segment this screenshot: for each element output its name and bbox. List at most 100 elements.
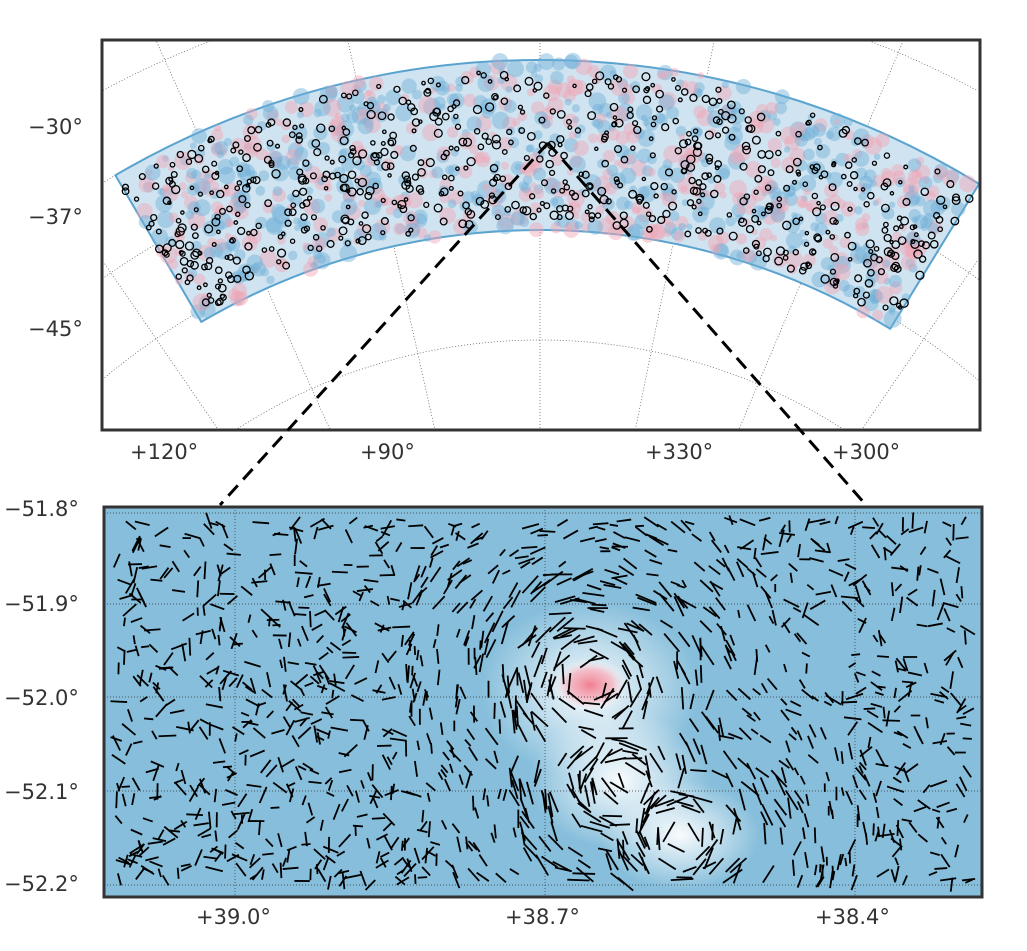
shear-whisker <box>637 596 657 606</box>
shear-whisker <box>644 755 651 779</box>
map-pixel <box>616 78 628 90</box>
shear-whisker <box>606 747 623 757</box>
shear-whisker <box>780 524 787 533</box>
shear-whisker <box>321 711 334 716</box>
peak-marker <box>883 152 891 159</box>
map-pixel <box>507 60 524 78</box>
shear-whisker <box>149 795 162 799</box>
shear-whisker <box>871 670 881 677</box>
peak-marker <box>645 211 652 217</box>
shear-whisker <box>465 841 474 852</box>
peak-marker <box>292 124 298 131</box>
map-pixel <box>352 75 366 89</box>
shear-whisker <box>381 652 390 664</box>
map-pixel <box>621 91 635 105</box>
shear-whisker <box>252 521 270 525</box>
shear-whisker <box>783 598 800 608</box>
map-pixel <box>220 148 228 156</box>
shear-whisker <box>600 832 614 842</box>
shear-whisker <box>639 807 646 830</box>
peak-marker <box>742 145 752 155</box>
map-pixel <box>822 238 833 249</box>
shear-whisker <box>658 581 673 598</box>
map-pixel <box>907 158 922 172</box>
peak-marker <box>863 201 870 208</box>
map-pixel <box>296 111 304 119</box>
peak-marker <box>802 181 809 188</box>
shear-whisker <box>841 600 853 612</box>
shear-whisker <box>473 654 482 669</box>
peak-marker <box>572 83 577 89</box>
peak-marker <box>692 128 699 134</box>
shear-whisker <box>510 589 522 608</box>
shear-whisker <box>764 644 771 653</box>
map-pixel <box>745 206 754 215</box>
peak-marker <box>254 125 263 134</box>
shear-whisker <box>193 822 209 827</box>
peak-marker <box>785 165 794 174</box>
shear-whisker <box>406 665 410 683</box>
peak-marker <box>318 94 328 104</box>
peak-marker <box>574 127 582 134</box>
peak-marker <box>833 219 839 225</box>
map-pixel <box>712 242 730 260</box>
shear-whisker <box>188 719 200 733</box>
peak-marker <box>405 230 412 237</box>
map-pixel <box>696 109 714 127</box>
map-pixel <box>356 108 371 123</box>
shear-whisker <box>673 660 680 679</box>
shear-whisker <box>622 749 639 755</box>
map-pixel <box>550 70 564 85</box>
shear-whisker <box>594 538 607 543</box>
map-pixel <box>530 70 538 78</box>
shear-whisker <box>858 617 867 634</box>
shear-whisker <box>715 558 726 568</box>
peak-marker <box>324 155 330 161</box>
map-pixel <box>469 144 479 155</box>
shear-whisker <box>383 559 391 569</box>
shear-whisker <box>617 848 629 871</box>
map-pixel <box>428 169 438 179</box>
shear-whisker <box>356 588 374 592</box>
shear-whisker <box>889 543 901 556</box>
map-pixel <box>766 110 778 121</box>
shear-whisker <box>342 656 360 659</box>
map-pixel <box>883 277 891 285</box>
peak-marker <box>242 265 251 275</box>
map-pixel <box>860 134 875 149</box>
map-pixel <box>869 179 877 188</box>
map-pixel <box>529 222 544 238</box>
shear-whisker <box>454 574 468 590</box>
shear-whisker <box>456 601 469 614</box>
map-pixel <box>624 200 634 210</box>
map-pixel <box>656 71 666 80</box>
peak-marker <box>297 175 308 185</box>
shear-whisker <box>314 859 323 870</box>
peak-marker <box>315 245 323 252</box>
shear-whisker <box>899 838 903 851</box>
peak-marker <box>365 186 375 196</box>
shear-whisker <box>806 583 815 591</box>
shear-whisker <box>535 854 549 876</box>
shear-whisker <box>294 673 309 686</box>
map-pixel <box>411 89 423 100</box>
peak-marker <box>243 135 251 142</box>
zoom-line-right <box>546 142 868 506</box>
map-pixel <box>858 192 867 201</box>
shear-whisker <box>721 557 730 572</box>
shear-whisker <box>612 531 626 539</box>
map-pixel <box>520 182 531 194</box>
shear-whisker <box>774 809 787 828</box>
map-pixel <box>909 194 920 205</box>
map-pixel <box>556 82 572 98</box>
shear-whisker <box>289 516 301 531</box>
shear-whisker <box>240 585 253 596</box>
peak-marker <box>700 192 706 198</box>
shear-whisker <box>469 711 479 722</box>
peak-marker <box>753 189 759 195</box>
shear-whisker <box>703 847 714 870</box>
shear-whisker <box>363 524 374 529</box>
map-pixel <box>313 217 328 233</box>
shear-whisker <box>244 660 261 668</box>
shear-whisker <box>691 634 703 658</box>
